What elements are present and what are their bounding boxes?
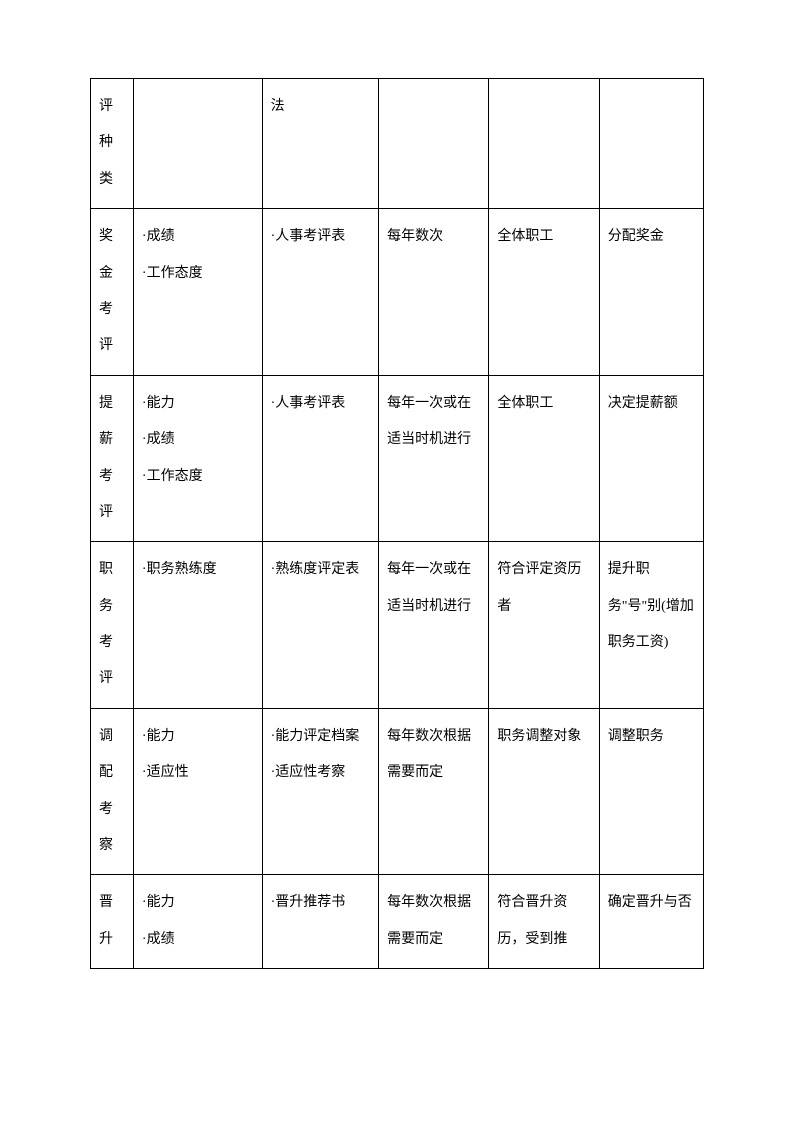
evaluation-table: 评种类 法 奖金考评 ·成绩·工作态度 ·人事考评表 每年数次 全体职工 分配奖… <box>90 78 704 969</box>
vertical-label: 奖金考评 <box>99 219 125 365</box>
cell-method: ·晋升推荐书 <box>262 875 378 969</box>
cell-target: 符合评定资历者 <box>489 542 599 709</box>
table-row: 提薪考评 ·能力·成绩·工作态度 ·人事考评表 每年一次或在适当时机进行 全体职… <box>91 375 704 542</box>
cell-category: 职务考评 <box>91 542 134 709</box>
cell-category: 评种类 <box>91 79 134 209</box>
table-row: 奖金考评 ·成绩·工作态度 ·人事考评表 每年数次 全体职工 分配奖金 <box>91 209 704 376</box>
cell-category: 提薪考评 <box>91 375 134 542</box>
vertical-label: 调配考察 <box>99 719 125 865</box>
cell-criteria: ·职务熟练度 <box>133 542 262 709</box>
cell-method: 法 <box>262 79 378 209</box>
cell-frequency: 每年数次根据需要而定 <box>379 875 489 969</box>
table-row: 职务考评 ·职务熟练度 ·熟练度评定表 每年一次或在适当时机进行 符合评定资历者… <box>91 542 704 709</box>
cell-purpose: 确定晋升与否 <box>599 875 703 969</box>
cell-method: ·熟练度评定表 <box>262 542 378 709</box>
cell-purpose <box>599 79 703 209</box>
cell-frequency: 每年一次或在适当时机进行 <box>379 375 489 542</box>
vertical-label: 评种类 <box>99 89 125 198</box>
cell-target: 符合晋升资历，受到推 <box>489 875 599 969</box>
cell-target <box>489 79 599 209</box>
cell-target: 全体职工 <box>489 375 599 542</box>
vertical-label: 晋升 <box>99 885 125 958</box>
cell-category: 调配考察 <box>91 708 134 875</box>
vertical-label: 提薪考评 <box>99 386 125 532</box>
cell-purpose: 调整职务 <box>599 708 703 875</box>
cell-criteria: ·成绩·工作态度 <box>133 209 262 376</box>
cell-criteria <box>133 79 262 209</box>
cell-purpose: 分配奖金 <box>599 209 703 376</box>
cell-method: ·人事考评表 <box>262 375 378 542</box>
cell-criteria: ·能力·适应性 <box>133 708 262 875</box>
cell-target: 职务调整对象 <box>489 708 599 875</box>
cell-category: 晋升 <box>91 875 134 969</box>
vertical-label: 职务考评 <box>99 552 125 698</box>
table-row: 调配考察 ·能力·适应性 ·能力评定档案·适应性考察 每年数次根据需要而定 职务… <box>91 708 704 875</box>
cell-method: ·能力评定档案·适应性考察 <box>262 708 378 875</box>
cell-purpose: 提升职务"号"别(增加职务工资) <box>599 542 703 709</box>
cell-criteria: ·能力·成绩·工作态度 <box>133 375 262 542</box>
cell-frequency: 每年数次 <box>379 209 489 376</box>
cell-method: ·人事考评表 <box>262 209 378 376</box>
cell-frequency: 每年数次根据需要而定 <box>379 708 489 875</box>
cell-purpose: 决定提薪额 <box>599 375 703 542</box>
cell-criteria: ·能力·成绩 <box>133 875 262 969</box>
cell-target: 全体职工 <box>489 209 599 376</box>
cell-frequency <box>379 79 489 209</box>
table-row: 晋升 ·能力·成绩 ·晋升推荐书 每年数次根据需要而定 符合晋升资历，受到推 确… <box>91 875 704 969</box>
cell-category: 奖金考评 <box>91 209 134 376</box>
cell-frequency: 每年一次或在适当时机进行 <box>379 542 489 709</box>
table-row: 评种类 法 <box>91 79 704 209</box>
table-body: 评种类 法 奖金考评 ·成绩·工作态度 ·人事考评表 每年数次 全体职工 分配奖… <box>91 79 704 969</box>
